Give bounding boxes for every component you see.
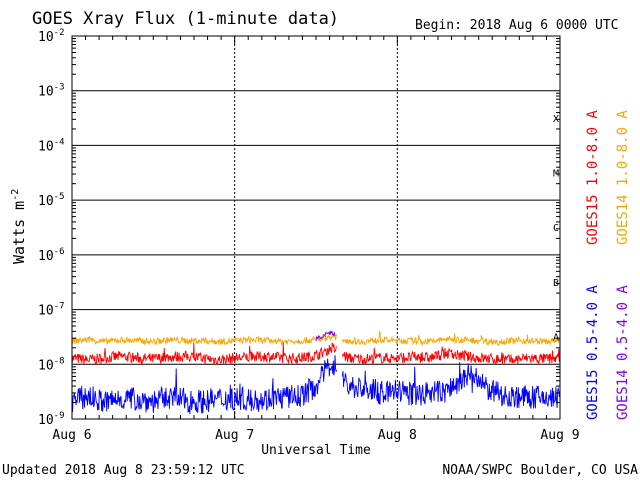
x-tick-label: Aug 7 — [215, 428, 254, 443]
y-tick-label: 10-9 — [38, 411, 65, 428]
y-tick-label: 10-8 — [38, 356, 65, 373]
y-tick-label: 10-4 — [38, 137, 65, 154]
y-tick-label: 10-7 — [38, 302, 65, 319]
x-tick-label: Aug 8 — [378, 428, 417, 443]
legend-entry: GOES15 1.0-8.0 A — [585, 110, 601, 245]
series-line — [341, 346, 561, 366]
y-tick-base: 10 — [38, 194, 54, 209]
legend: GOES15 1.0-8.0 A GOES14 1.0-8.0 A GOES15 0… — [585, 110, 631, 420]
y-tick-base: 10 — [38, 304, 54, 319]
legend-entry: GOES14 1.0-8.0 A — [615, 110, 631, 245]
y-tick-base: 10 — [38, 30, 54, 45]
y-tick-base: 10 — [38, 413, 54, 428]
x-tick-label: Aug 9 — [540, 428, 579, 443]
y-tick-exp: -5 — [54, 192, 65, 202]
flare-class-label: X — [553, 114, 559, 125]
source-label: NOAA/SWPC Boulder, CO USA — [442, 463, 638, 478]
flare-class-label: C — [553, 223, 559, 234]
series-line — [71, 342, 337, 366]
series-layer — [71, 330, 561, 414]
y-tick-exp: -3 — [54, 83, 65, 93]
series-line — [341, 330, 561, 347]
series-line — [71, 332, 338, 346]
begin-label: Begin: 2018 Aug 6 0000 UTC — [415, 18, 619, 33]
y-tick-exp: -2 — [54, 28, 65, 38]
y-tick-exp: -7 — [54, 302, 65, 312]
y-axis-label-exp: -2 — [10, 189, 21, 201]
legend-entry: GOES15 0.5-4.0 A — [585, 285, 601, 420]
y-tick-label: 10-3 — [38, 83, 65, 100]
series-line — [315, 330, 336, 342]
y-tick-exp: -9 — [54, 411, 65, 421]
y-tick-exp: -8 — [54, 356, 65, 366]
y-tick-labels: 10-910-810-710-610-510-410-310-2 — [38, 28, 560, 428]
flare-class-label: M — [553, 169, 559, 180]
legend-entry: GOES14 0.5-4.0 A — [615, 285, 631, 420]
y-tick-exp: -6 — [54, 247, 65, 257]
updated-timestamp: Updated 2018 Aug 8 23:59:12 UTC — [2, 463, 245, 478]
y-tick-label: 10-2 — [38, 28, 65, 45]
x-axis-label: Universal Time — [261, 443, 371, 458]
series-line — [341, 362, 561, 409]
y-axis-label: Watts m-2 — [10, 189, 28, 264]
x-tick-labels: Aug 6 Aug 7 Aug 8 Aug 9 — [52, 428, 579, 443]
y-tick-base: 10 — [38, 358, 54, 373]
y-tick-base: 10 — [38, 139, 54, 154]
chart-title: GOES Xray Flux (1-minute data) — [32, 9, 339, 29]
flare-class-label: B — [553, 278, 559, 289]
series-line — [71, 355, 338, 414]
y-tick-label: 10-6 — [38, 247, 65, 264]
y-axis-label-main: Watts m — [10, 201, 28, 264]
y-tick-base: 10 — [38, 249, 54, 264]
y-tick-base: 10 — [38, 85, 54, 100]
x-tick-label: Aug 6 — [52, 428, 91, 443]
grid-lines — [72, 36, 560, 419]
flare-class-labels: A B C M X — [553, 114, 559, 344]
y-tick-exp: -4 — [54, 137, 65, 147]
y-tick-label: 10-5 — [38, 192, 65, 209]
flare-class-label: A — [553, 333, 559, 344]
